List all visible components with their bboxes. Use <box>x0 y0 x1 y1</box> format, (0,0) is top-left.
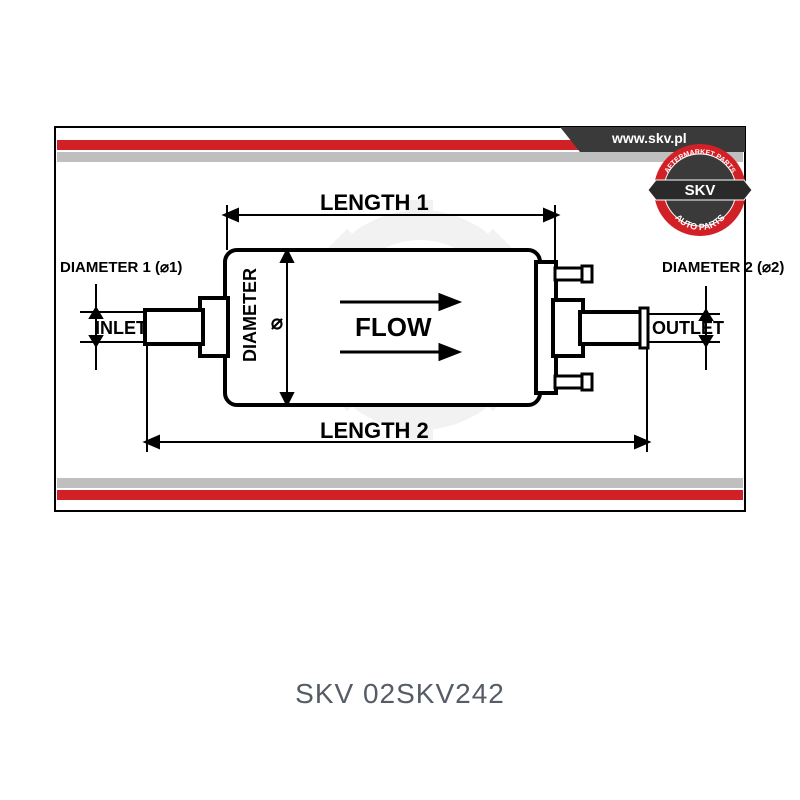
caption-part: 02SKV242 <box>363 678 505 709</box>
diameter1-label: DIAMETER 1 (⌀1) <box>60 258 182 276</box>
header-url: www.skv.pl <box>612 130 687 146</box>
caption-brand: SKV <box>295 678 354 709</box>
outlet-label: OUTLET <box>652 318 724 339</box>
product-caption: SKV 02SKV242 <box>0 678 800 710</box>
inlet-label: INLET <box>95 318 147 339</box>
flow-label: FLOW <box>355 312 432 343</box>
length1-label: LENGTH 1 <box>320 190 429 216</box>
logo-center-text: SKV <box>685 182 716 199</box>
diameter-label: DIAMETER <box>240 268 261 362</box>
diagram-canvas: SKV <box>0 0 800 800</box>
length2-label: LENGTH 2 <box>320 418 429 444</box>
diameter2-label: DIAMETER 2 (⌀2) <box>662 258 784 276</box>
diameter-symbol: ⌀ <box>266 314 290 338</box>
